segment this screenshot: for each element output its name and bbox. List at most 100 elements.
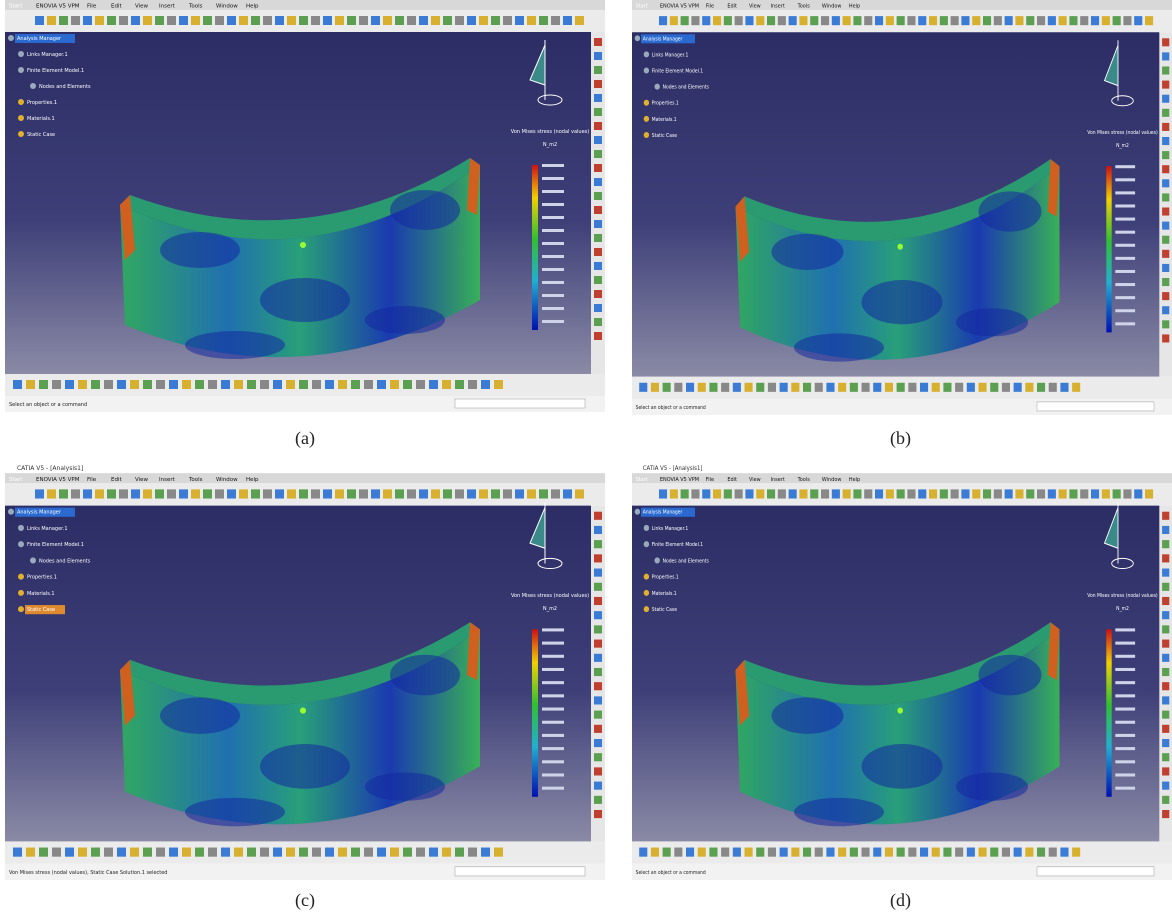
tree-node[interactable]: Materials.1 bbox=[27, 591, 55, 597]
tool-icon[interactable] bbox=[1026, 489, 1034, 498]
tool-icon[interactable] bbox=[71, 489, 80, 498]
tool-icon[interactable] bbox=[78, 380, 87, 389]
tree-node[interactable]: Nodes and Elements bbox=[39, 84, 91, 90]
tool-icon[interactable] bbox=[686, 848, 694, 857]
tool-icon[interactable] bbox=[551, 16, 560, 25]
tool-icon[interactable] bbox=[745, 383, 753, 392]
tool-icon[interactable] bbox=[1049, 383, 1057, 392]
tool-icon[interactable] bbox=[659, 489, 667, 498]
tree-node[interactable]: Links Manager.1 bbox=[652, 526, 688, 532]
tool-icon[interactable] bbox=[419, 489, 428, 498]
tool-icon[interactable] bbox=[594, 668, 602, 676]
tool-icon[interactable] bbox=[515, 489, 524, 498]
command-input[interactable] bbox=[455, 399, 585, 408]
tool-icon[interactable] bbox=[1072, 848, 1080, 857]
menu-item[interactable]: View bbox=[135, 477, 149, 483]
tree-node[interactable]: Nodes and Elements bbox=[39, 558, 91, 564]
tool-icon[interactable] bbox=[407, 489, 416, 498]
tool-icon[interactable] bbox=[527, 16, 536, 25]
tool-icon[interactable] bbox=[885, 848, 893, 857]
tool-icon[interactable] bbox=[594, 725, 602, 733]
tool-icon[interactable] bbox=[455, 16, 464, 25]
menu-item[interactable]: Start bbox=[636, 3, 648, 9]
tool-icon[interactable] bbox=[107, 16, 116, 25]
tool-icon[interactable] bbox=[179, 16, 188, 25]
tool-icon[interactable] bbox=[312, 848, 321, 857]
tool-icon[interactable] bbox=[979, 383, 987, 392]
tool-icon[interactable] bbox=[167, 489, 176, 498]
tool-icon[interactable] bbox=[594, 654, 602, 662]
tool-icon[interactable] bbox=[1059, 16, 1067, 25]
tool-icon[interactable] bbox=[182, 380, 191, 389]
tool-icon[interactable] bbox=[169, 380, 178, 389]
tool-icon[interactable] bbox=[311, 16, 320, 25]
tool-icon[interactable] bbox=[594, 512, 602, 520]
tree-node[interactable]: Properties.1 bbox=[27, 575, 57, 581]
tool-icon[interactable] bbox=[83, 16, 92, 25]
tool-icon[interactable] bbox=[1162, 611, 1169, 619]
tool-icon[interactable] bbox=[1113, 16, 1121, 25]
tool-icon[interactable] bbox=[347, 16, 356, 25]
tree-node[interactable]: Analysis Manager bbox=[17, 36, 62, 42]
tool-icon[interactable] bbox=[364, 380, 373, 389]
tool-icon[interactable] bbox=[539, 489, 548, 498]
menu-item[interactable]: ENOVIA V5 VPM bbox=[660, 477, 700, 483]
tool-icon[interactable] bbox=[95, 16, 104, 25]
tool-icon[interactable] bbox=[1015, 16, 1023, 25]
tool-icon[interactable] bbox=[594, 583, 602, 591]
tool-icon[interactable] bbox=[745, 16, 753, 25]
tool-icon[interactable] bbox=[130, 848, 139, 857]
tool-icon[interactable] bbox=[143, 380, 152, 389]
tool-icon[interactable] bbox=[167, 16, 176, 25]
menu-item[interactable]: Tools bbox=[188, 477, 203, 483]
tool-icon[interactable] bbox=[299, 16, 308, 25]
tool-icon[interactable] bbox=[429, 380, 438, 389]
tool-icon[interactable] bbox=[594, 332, 602, 340]
tool-icon[interactable] bbox=[215, 489, 224, 498]
tool-icon[interactable] bbox=[247, 380, 256, 389]
menu-item[interactable]: File bbox=[87, 477, 97, 483]
tool-icon[interactable] bbox=[503, 16, 512, 25]
tool-icon[interactable] bbox=[1014, 848, 1022, 857]
tool-icon[interactable] bbox=[670, 489, 678, 498]
tool-icon[interactable] bbox=[1162, 640, 1169, 648]
menu-item[interactable]: Edit bbox=[727, 477, 737, 483]
tool-icon[interactable] bbox=[208, 380, 217, 389]
tool-icon[interactable] bbox=[221, 848, 230, 857]
tool-icon[interactable] bbox=[791, 848, 799, 857]
tool-icon[interactable] bbox=[594, 711, 602, 719]
tool-icon[interactable] bbox=[377, 380, 386, 389]
tool-icon[interactable] bbox=[767, 489, 775, 498]
tool-icon[interactable] bbox=[1162, 236, 1169, 244]
tool-icon[interactable] bbox=[929, 489, 937, 498]
tool-icon[interactable] bbox=[1162, 151, 1169, 159]
tool-icon[interactable] bbox=[972, 489, 980, 498]
tool-icon[interactable] bbox=[789, 489, 797, 498]
tool-icon[interactable] bbox=[810, 16, 818, 25]
tool-icon[interactable] bbox=[1162, 52, 1169, 60]
tree-node[interactable]: Finite Element Model.1 bbox=[652, 542, 703, 548]
tool-icon[interactable] bbox=[563, 16, 572, 25]
tool-icon[interactable] bbox=[843, 16, 851, 25]
tool-icon[interactable] bbox=[594, 150, 602, 158]
tool-icon[interactable] bbox=[733, 383, 741, 392]
tool-icon[interactable] bbox=[227, 489, 236, 498]
tool-icon[interactable] bbox=[131, 489, 140, 498]
tool-icon[interactable] bbox=[1025, 848, 1033, 857]
tool-icon[interactable] bbox=[47, 489, 56, 498]
tool-icon[interactable] bbox=[467, 489, 476, 498]
tool-icon[interactable] bbox=[873, 848, 881, 857]
tool-icon[interactable] bbox=[390, 380, 399, 389]
tool-icon[interactable] bbox=[886, 16, 894, 25]
tool-icon[interactable] bbox=[26, 380, 35, 389]
tool-icon[interactable] bbox=[698, 383, 706, 392]
menu-item[interactable]: Help bbox=[246, 4, 259, 10]
tool-icon[interactable] bbox=[1162, 278, 1169, 286]
tool-icon[interactable] bbox=[1162, 137, 1169, 145]
tool-icon[interactable] bbox=[651, 383, 659, 392]
tool-icon[interactable] bbox=[594, 108, 602, 116]
tool-icon[interactable] bbox=[826, 383, 834, 392]
tool-icon[interactable] bbox=[838, 383, 846, 392]
tool-icon[interactable] bbox=[873, 383, 881, 392]
tool-icon[interactable] bbox=[26, 848, 35, 857]
